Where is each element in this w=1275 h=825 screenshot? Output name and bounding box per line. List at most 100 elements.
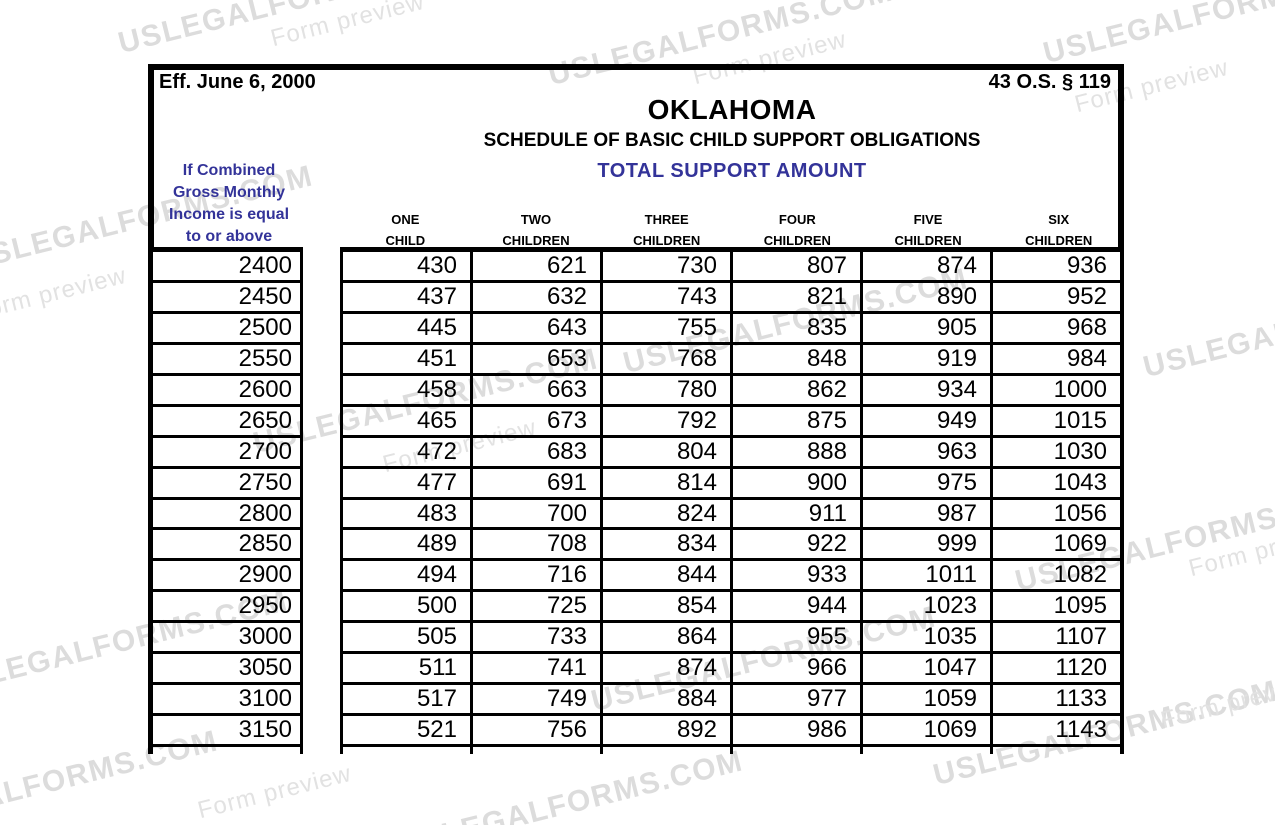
- column-header-line: ONE: [391, 212, 420, 227]
- support-amount-cell: 768: [603, 344, 733, 376]
- support-amount-cell: 874: [863, 252, 993, 283]
- table-row: 500 725 854 944 1023 1095: [343, 592, 1124, 624]
- support-amount-cell: 445: [343, 313, 473, 345]
- table-row: 437 632 743 821 890 952: [343, 282, 1124, 314]
- support-amount-cell: 477: [343, 468, 473, 500]
- support-amount-cell: 934: [863, 375, 993, 407]
- table-row: 472 683 804 888 963 1030: [343, 437, 1124, 469]
- income-cell: 2900: [148, 561, 303, 593]
- support-amount-cell: 905: [863, 313, 993, 345]
- support-amount-cell: 741: [473, 654, 603, 686]
- table-row: 458 663 780 862 934 1000: [343, 375, 1124, 407]
- income-cell: 2700: [148, 437, 303, 469]
- income-cell: 2650: [148, 406, 303, 438]
- support-amount-cell: 458: [343, 375, 473, 407]
- column-header-line: SIX: [1048, 212, 1070, 227]
- table-row: 477 691 814 900 975 1043: [343, 468, 1124, 500]
- support-amount-cell: 963: [863, 437, 993, 469]
- support-amount-cell: 821: [733, 282, 863, 314]
- income-cell: 2950: [148, 592, 303, 624]
- support-amount-cell: 733: [473, 623, 603, 655]
- table-row: 451 653 768 848 919 984: [343, 344, 1124, 376]
- income-cell: 2600: [148, 375, 303, 407]
- support-amount-cell: 807: [733, 252, 863, 283]
- support-amount-cell: 1069: [863, 716, 993, 747]
- support-amount-cell: 494: [343, 561, 473, 593]
- support-table: 430 621 730 807 874 936 437 632 743 821 890 952 445 6…: [340, 247, 1124, 754]
- income-label-line: Gross Monthly: [172, 184, 285, 201]
- support-amount-cell: 987: [863, 499, 993, 531]
- support-amount-cell: 716: [473, 561, 603, 593]
- support-amount-cell: 755: [603, 313, 733, 345]
- income-cell: 2550: [148, 344, 303, 376]
- column-header-line: CHILDREN: [1025, 233, 1093, 248]
- support-amount-cell: 1035: [863, 623, 993, 655]
- income-rows: 2400 2450 2500 2550 2600 2650 2700 2750 2800 2850…: [148, 252, 303, 747]
- support-amount-cell: 653: [473, 344, 603, 376]
- support-amount-cell: 888: [733, 437, 863, 469]
- column-header-6: SIX CHILDREN: [993, 209, 1124, 251]
- support-amount-cell: 1056: [993, 499, 1124, 531]
- support-amount-cell: 489: [343, 530, 473, 562]
- support-amount-cell: 500: [343, 592, 473, 624]
- support-amount-cell: 700: [473, 499, 603, 531]
- support-amount-cell: 955: [733, 623, 863, 655]
- support-amount-cell: 505: [343, 623, 473, 655]
- support-amount-cell: 1059: [863, 685, 993, 717]
- table-row: 445 643 755 835 905 968: [343, 313, 1124, 345]
- income-cell: 3000: [148, 623, 303, 655]
- income-table: 2400 2450 2500 2550 2600 2650 2700 2750 2800 2850…: [148, 247, 303, 754]
- column-header-line: CHILDREN: [633, 233, 701, 248]
- income-label-line: Income is equal: [168, 206, 290, 223]
- support-amount-cell: 472: [343, 437, 473, 469]
- table-row: 494 716 844 933 1011 1082: [343, 561, 1124, 593]
- support-amount-cell: 517: [343, 685, 473, 717]
- support-amount-cell: 756: [473, 716, 603, 747]
- support-partial-row: [343, 747, 1124, 754]
- income-cell: 2400: [148, 252, 303, 283]
- support-amount-cell: 1069: [993, 530, 1124, 562]
- support-amount-cell: 968: [993, 313, 1124, 345]
- support-amount-cell: 451: [343, 344, 473, 376]
- support-amount-cell: 975: [863, 468, 993, 500]
- support-amount-cell: 804: [603, 437, 733, 469]
- support-amount-cell: 844: [603, 561, 733, 593]
- income-cell: 2850: [148, 530, 303, 562]
- support-amount-cell: 1030: [993, 437, 1124, 469]
- support-amount-cell: 984: [993, 344, 1124, 376]
- support-amount-cell: 708: [473, 530, 603, 562]
- table-row: 489 708 834 922 999 1069: [343, 530, 1124, 562]
- support-amount-cell: 835: [733, 313, 863, 345]
- support-amount-cell: 430: [343, 252, 473, 283]
- support-amount-cell: 1015: [993, 406, 1124, 438]
- column-header-line: TWO: [520, 212, 552, 227]
- column-header-line: FOUR: [778, 212, 816, 227]
- schedule-title: SCHEDULE OF BASIC CHILD SUPPORT OBLIGATI…: [483, 130, 981, 151]
- income-cell: 2750: [148, 468, 303, 500]
- support-amount-cell: 673: [473, 406, 603, 438]
- support-amount-cell: 1023: [863, 592, 993, 624]
- support-amount-cell: 663: [473, 375, 603, 407]
- support-amount-cell: 814: [603, 468, 733, 500]
- support-amount-cell: 862: [733, 375, 863, 407]
- support-amount-cell: 986: [733, 716, 863, 747]
- support-amount-cell: 952: [993, 282, 1124, 314]
- table-row: 430 621 730 807 874 936: [343, 252, 1124, 283]
- column-header-line: CHILDREN: [763, 233, 831, 248]
- income-cell: 2800: [148, 499, 303, 531]
- table-row: 483 700 824 911 987 1056: [343, 499, 1124, 531]
- income-column-label: If Combined Gross Monthly Income is equa…: [154, 160, 304, 248]
- support-amount-cell: 911: [733, 499, 863, 531]
- support-amount-cell: 977: [733, 685, 863, 717]
- support-amount-cell: 1082: [993, 561, 1124, 593]
- support-amount-cell: 944: [733, 592, 863, 624]
- support-amount-cell: 900: [733, 468, 863, 500]
- support-amount-cell: 691: [473, 468, 603, 500]
- support-amount-cell: 1143: [993, 716, 1124, 747]
- column-header-3: THREE CHILDREN: [601, 209, 732, 251]
- support-amount-cell: 1095: [993, 592, 1124, 624]
- income-cell: 3100: [148, 685, 303, 717]
- support-amount-cell: 511: [343, 654, 473, 686]
- table-row: 521 756 892 986 1069 1143: [343, 716, 1124, 747]
- support-amount-cell: 465: [343, 406, 473, 438]
